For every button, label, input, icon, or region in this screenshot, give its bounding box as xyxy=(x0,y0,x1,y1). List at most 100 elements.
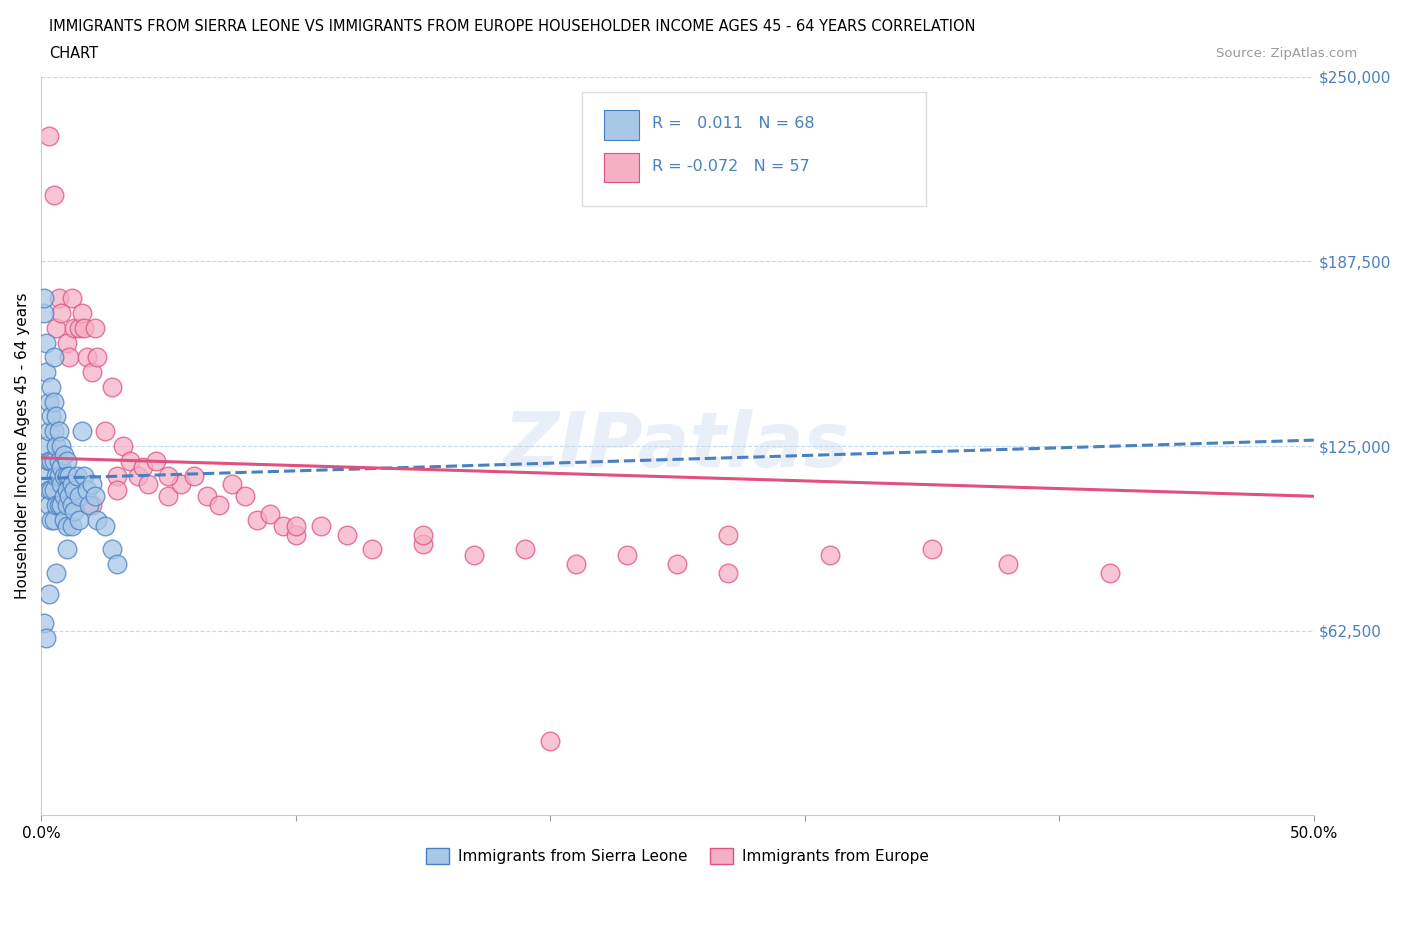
Point xyxy=(38,128,60,143)
Point xyxy=(101,379,124,394)
Point xyxy=(42,350,65,365)
Point xyxy=(51,439,73,454)
Point xyxy=(48,453,70,468)
Point xyxy=(55,498,77,512)
Bar xyxy=(603,110,640,140)
Point xyxy=(42,424,65,439)
Point xyxy=(60,518,83,533)
Point xyxy=(1099,565,1122,580)
Point xyxy=(45,321,67,336)
Point xyxy=(38,483,60,498)
Point xyxy=(42,512,65,527)
Point xyxy=(83,489,105,504)
Point xyxy=(55,518,77,533)
Point xyxy=(107,557,129,572)
Point xyxy=(45,498,67,512)
Point xyxy=(463,548,485,563)
Legend: Immigrants from Sierra Leone, Immigrants from Europe: Immigrants from Sierra Leone, Immigrants… xyxy=(419,843,935,870)
FancyBboxPatch shape xyxy=(582,91,925,206)
Point xyxy=(58,468,80,483)
Point xyxy=(233,489,256,504)
Point xyxy=(48,468,70,483)
Point xyxy=(284,527,307,542)
Point xyxy=(39,379,62,394)
Point xyxy=(55,483,77,498)
Point xyxy=(51,459,73,474)
Point xyxy=(38,394,60,409)
Point xyxy=(101,542,124,557)
Point xyxy=(412,536,434,551)
Point xyxy=(45,439,67,454)
Point xyxy=(309,518,332,533)
Point xyxy=(195,489,218,504)
Text: CHART: CHART xyxy=(49,46,98,61)
Point xyxy=(73,468,96,483)
Point xyxy=(63,321,86,336)
Point xyxy=(39,512,62,527)
Point xyxy=(32,291,55,306)
Point xyxy=(538,734,561,749)
Point xyxy=(818,548,841,563)
Point xyxy=(58,350,80,365)
Point xyxy=(80,365,103,379)
Point xyxy=(67,512,90,527)
Point xyxy=(76,483,98,498)
Text: IMMIGRANTS FROM SIERRA LEONE VS IMMIGRANTS FROM EUROPE HOUSEHOLDER INCOME AGES 4: IMMIGRANTS FROM SIERRA LEONE VS IMMIGRAN… xyxy=(49,19,976,33)
Point xyxy=(53,447,76,462)
Point xyxy=(335,527,357,542)
Point xyxy=(76,350,98,365)
Point xyxy=(45,565,67,580)
Y-axis label: Householder Income Ages 45 - 64 years: Householder Income Ages 45 - 64 years xyxy=(15,293,30,599)
Point xyxy=(35,439,58,454)
Point xyxy=(70,424,93,439)
Point xyxy=(42,483,65,498)
Point xyxy=(42,453,65,468)
Point xyxy=(45,468,67,483)
Point xyxy=(35,468,58,483)
Point xyxy=(361,542,384,557)
Point xyxy=(55,468,77,483)
Point xyxy=(53,468,76,483)
Point xyxy=(93,424,115,439)
Text: ZIPatlas: ZIPatlas xyxy=(505,409,851,483)
Point xyxy=(39,453,62,468)
Point xyxy=(67,489,90,504)
Point xyxy=(157,468,180,483)
Point xyxy=(170,477,193,492)
Point xyxy=(412,527,434,542)
Point xyxy=(53,489,76,504)
Point xyxy=(86,512,108,527)
Point xyxy=(221,477,243,492)
Text: R =   0.011   N = 68: R = 0.011 N = 68 xyxy=(652,116,814,131)
Point xyxy=(208,498,231,512)
Point xyxy=(107,468,129,483)
Point xyxy=(271,518,294,533)
Point xyxy=(616,548,638,563)
Point xyxy=(53,512,76,527)
Point xyxy=(55,335,77,350)
Point xyxy=(93,518,115,533)
Point xyxy=(70,306,93,321)
Point xyxy=(513,542,536,557)
Point xyxy=(51,477,73,492)
Point xyxy=(38,424,60,439)
Point xyxy=(127,468,149,483)
Text: Source: ZipAtlas.com: Source: ZipAtlas.com xyxy=(1216,46,1357,60)
Point xyxy=(83,321,105,336)
Point xyxy=(86,350,108,365)
Point xyxy=(60,291,83,306)
Point xyxy=(259,507,281,522)
Point xyxy=(55,542,77,557)
Point xyxy=(136,477,159,492)
Point xyxy=(45,409,67,424)
Point xyxy=(48,498,70,512)
Point xyxy=(32,616,55,631)
Point xyxy=(284,518,307,533)
Point xyxy=(35,365,58,379)
Point xyxy=(67,321,90,336)
Point xyxy=(39,409,62,424)
Point xyxy=(63,503,86,518)
Point xyxy=(48,424,70,439)
Point xyxy=(32,306,55,321)
Point xyxy=(55,453,77,468)
